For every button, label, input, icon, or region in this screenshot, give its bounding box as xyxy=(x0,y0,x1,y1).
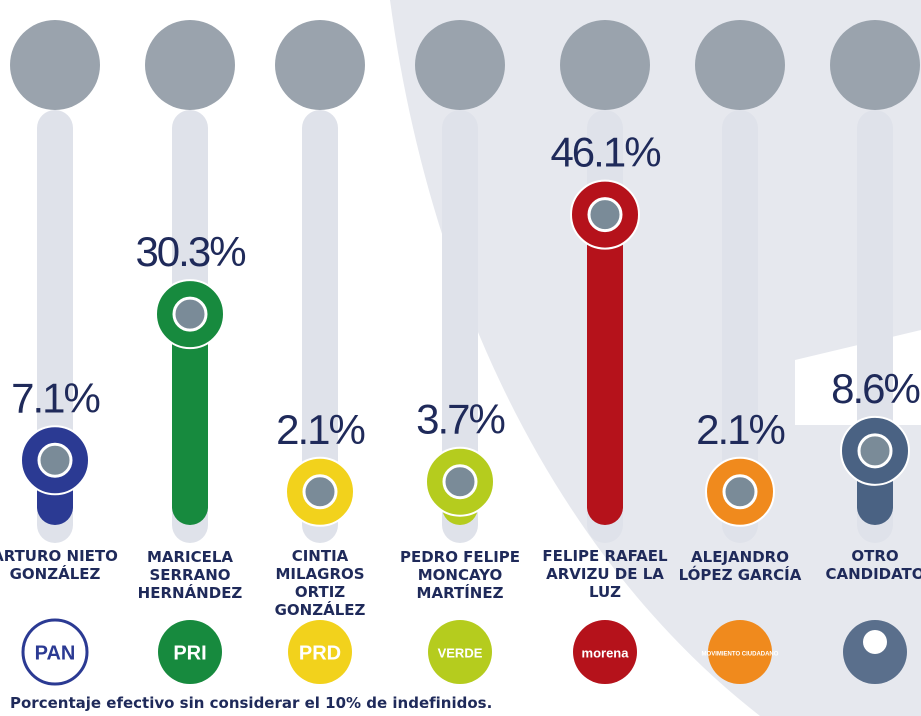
candidate-photo xyxy=(275,20,365,110)
bar-track xyxy=(302,110,338,543)
value-label: 46.1% xyxy=(550,129,660,176)
candidate-name: ALEJANDRO LÓPEZ GARCÍA xyxy=(678,548,802,584)
party-name: VERDE xyxy=(438,645,483,660)
candidate-photo xyxy=(560,20,650,110)
party-name: MOVIMIENTO CIUDADANO xyxy=(702,652,779,658)
value-label: 2.1% xyxy=(276,406,364,453)
silhouette xyxy=(863,630,887,654)
party-logo xyxy=(428,620,492,684)
party-logo xyxy=(708,620,772,684)
party-name: PAN xyxy=(35,642,76,664)
bar-track xyxy=(442,110,478,543)
party-logo xyxy=(158,620,222,684)
value-label: 8.6% xyxy=(831,365,919,412)
candidate-name: MARICELA SERRANO HERNÁNDEZ xyxy=(137,548,243,602)
party-logo xyxy=(288,620,352,684)
candidate-photo xyxy=(830,20,920,110)
candidate-photo xyxy=(415,20,505,110)
party-name: PRD xyxy=(299,642,341,664)
bar-knob xyxy=(442,464,478,500)
background-shape xyxy=(390,0,921,716)
party-name: PRI xyxy=(173,642,206,664)
candidate-name: CINTIA MILAGROS ORTIZ GONZÁLEZ xyxy=(274,547,366,619)
candidate-photo xyxy=(145,20,235,110)
party-logo xyxy=(21,618,89,686)
value-label: 3.7% xyxy=(416,396,504,443)
candidate-name: FELIPE RAFAEL ARVIZU DE LA LUZ xyxy=(542,547,668,601)
bar-knob xyxy=(587,197,623,233)
value-label: 2.1% xyxy=(696,406,784,453)
candidate-photo xyxy=(10,20,100,110)
bar-knob xyxy=(37,442,73,478)
bar-knob xyxy=(722,474,758,510)
footnote: Porcentaje efectivo sin considerar el 10… xyxy=(10,694,493,712)
candidate-name: ARTURO NIETO GONZÁLEZ xyxy=(0,547,118,583)
bar-knob xyxy=(172,296,208,332)
candidate-name: OTRO CANDIDATO xyxy=(825,547,921,583)
bar-knob xyxy=(857,433,893,469)
value-label: 30.3% xyxy=(135,228,245,275)
bar xyxy=(587,214,623,525)
bar-track xyxy=(722,110,758,543)
bar xyxy=(172,314,208,525)
candidate-name: PEDRO FELIPE MONCAYO MARTÍNEZ xyxy=(399,548,521,602)
value-label: 7.1% xyxy=(11,374,99,421)
bar-knob xyxy=(302,474,338,510)
party-logo xyxy=(573,620,637,684)
candidate-photo xyxy=(695,20,785,110)
party-name: morena xyxy=(582,645,630,660)
